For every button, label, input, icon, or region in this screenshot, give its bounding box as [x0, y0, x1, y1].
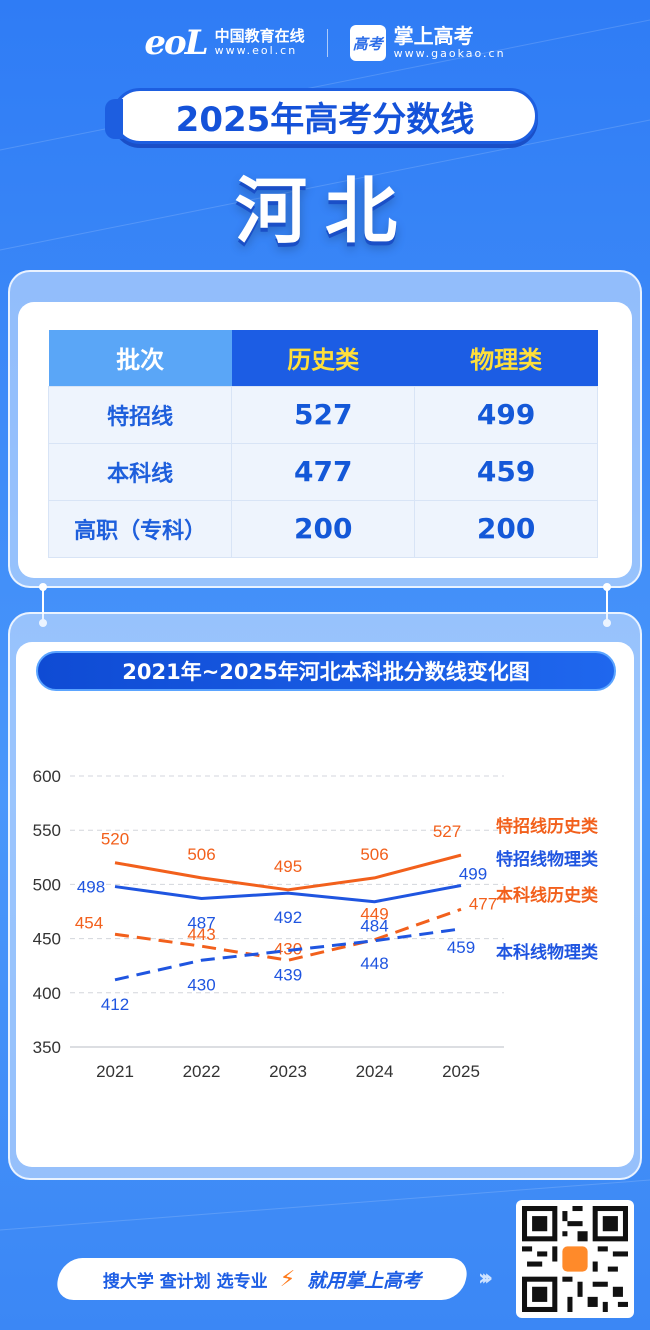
- gaokao-logo[interactable]: 高考 掌上高考 www.gaokao.cn: [349, 24, 506, 61]
- data-label: 487: [187, 913, 215, 932]
- table-row: 高职（专科） 200 200: [47, 499, 598, 558]
- eol-url: www.eol.cn: [214, 44, 298, 58]
- header-batch: 批次: [48, 330, 232, 386]
- x-tick-label: 2024: [356, 1062, 394, 1081]
- chart-card: [16, 642, 634, 1167]
- table-row: 特招线 527 499: [47, 385, 598, 444]
- data-label: 412: [101, 995, 129, 1014]
- legend-entry: 特招线历史类: [496, 816, 599, 837]
- eol-mark: eoL: [144, 23, 208, 63]
- line-chart: 350 400 450 500 550 600 2021 2022 2023 2024 2025 52…: [33, 767, 599, 1081]
- data-label: 454: [75, 913, 103, 932]
- y-tick-label: 550: [33, 821, 61, 840]
- data-label: 527: [433, 822, 461, 841]
- score-history: 477: [231, 442, 416, 501]
- series-line: [114, 907, 462, 962]
- score-physics: 200: [414, 499, 598, 558]
- gaokao-badge-icon: 高考: [349, 25, 386, 61]
- row-label: 本科线: [47, 442, 233, 501]
- series-line: [114, 853, 462, 892]
- footer-right-text: 就用掌上高考: [307, 1269, 422, 1292]
- header-logos: eoL 中国教育在线 www.eol.cn 高考 掌上高考 www.gaokao…: [0, 18, 650, 68]
- double-chevron-icon: ›››: [478, 1266, 493, 1291]
- y-tick-label: 450: [33, 930, 61, 949]
- series-line: [114, 884, 462, 904]
- legend-entry: 特招线物理类: [496, 849, 599, 870]
- score-history: 527: [231, 385, 416, 444]
- y-tick-label: 500: [33, 875, 61, 894]
- eol-name: 中国教育在线: [214, 27, 305, 46]
- gaokao-name: 掌上高考: [393, 24, 474, 49]
- x-tick-label: 2021: [96, 1062, 134, 1081]
- legend-entry: 本科线历史类: [496, 885, 599, 906]
- data-label: 430: [274, 939, 302, 958]
- lightning-icon: ⚡: [279, 1266, 296, 1292]
- table-header-row: 批次 历史类 物理类: [48, 330, 598, 386]
- logo-divider: [326, 29, 328, 57]
- row-label: 特招线: [47, 385, 233, 444]
- x-tick-label: 2025: [442, 1062, 480, 1081]
- data-label: 430: [187, 975, 215, 994]
- data-label: 506: [360, 845, 388, 864]
- data-label: 492: [274, 908, 302, 927]
- y-tick-label: 400: [33, 984, 61, 1003]
- data-label: 477: [469, 894, 497, 913]
- series-line: [114, 927, 462, 982]
- score-physics: 499: [414, 385, 598, 444]
- footer-slogan[interactable]: 搜大学 查计划 选专业 ⚡ 就用掌上高考: [58, 1258, 466, 1300]
- table-row: 本科线 477 459: [47, 442, 598, 501]
- data-label: 520: [101, 830, 129, 849]
- score-table: 批次 历史类 物理类 特招线 527 499 本科线 477 459 高职（专科…: [47, 330, 598, 558]
- province-name: 河北: [234, 169, 415, 253]
- header-history: 历史类: [231, 330, 415, 386]
- data-label: 506: [187, 845, 215, 864]
- title-banner: 2025年高考分数线: [105, 88, 538, 144]
- data-label: 498: [77, 878, 105, 897]
- chart-title: 2021年~2025年河北本科批分数线变化图: [36, 651, 616, 691]
- data-label: 459: [447, 938, 475, 957]
- row-label: 高职（专科）: [47, 499, 233, 558]
- data-label: 443: [187, 925, 215, 944]
- data-label: 499: [459, 864, 487, 883]
- y-tick-label: 350: [33, 1038, 61, 1057]
- eol-logo[interactable]: eoL 中国教育在线 www.eol.cn: [144, 23, 304, 63]
- score-history: 200: [231, 499, 416, 558]
- legend-entry: 本科线物理类: [496, 942, 599, 963]
- data-label: 449: [360, 905, 388, 924]
- qr-code-icon: [522, 1206, 628, 1312]
- page-title: 2025年高考分数线: [175, 99, 475, 140]
- qr-code[interactable]: [516, 1200, 634, 1318]
- score-physics: 459: [414, 442, 598, 501]
- data-label: 484: [360, 917, 388, 936]
- data-label: 448: [360, 954, 388, 973]
- y-tick-label: 600: [33, 767, 61, 786]
- gaokao-url: www.gaokao.cn: [393, 47, 506, 61]
- header-physics: 物理类: [414, 330, 598, 386]
- footer-left-text: 搜大学 查计划 选专业: [102, 1271, 268, 1292]
- data-label: 495: [274, 857, 302, 876]
- x-tick-label: 2023: [269, 1062, 307, 1081]
- data-label: 439: [274, 966, 302, 985]
- x-tick-label: 2022: [183, 1062, 221, 1081]
